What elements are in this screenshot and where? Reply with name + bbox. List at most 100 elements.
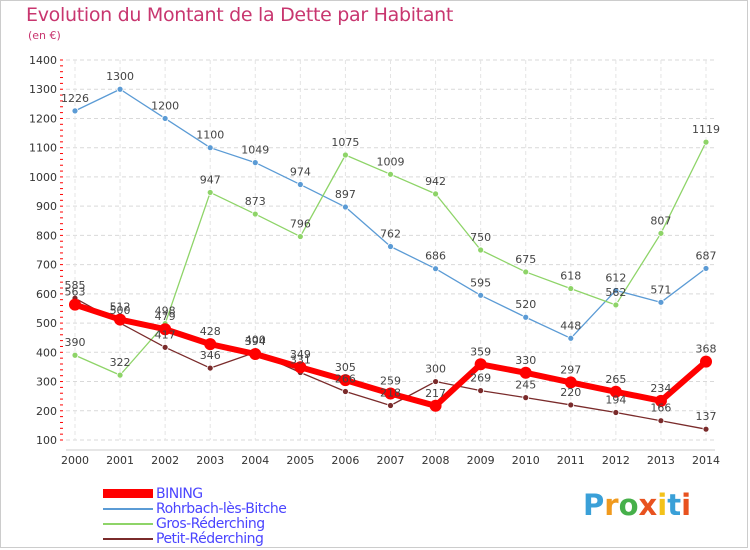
data-point bbox=[387, 402, 394, 409]
data-point bbox=[612, 301, 620, 309]
data-point bbox=[69, 298, 81, 311]
legend: BINING Rohrbach-lès-Bitche Gros-Réderching… bbox=[103, 485, 287, 547]
data-label: 265 bbox=[605, 373, 626, 386]
data-point bbox=[432, 265, 439, 273]
x-tick-label: 2003 bbox=[196, 454, 224, 467]
data-label: 394 bbox=[245, 335, 266, 348]
data-label: 266 bbox=[335, 372, 356, 385]
legend-swatch bbox=[103, 489, 153, 498]
data-point bbox=[702, 265, 710, 272]
y-tick-label: 900 bbox=[36, 200, 57, 213]
data-point bbox=[657, 229, 665, 237]
data-point bbox=[702, 425, 710, 433]
data-label: 762 bbox=[380, 227, 401, 240]
data-point bbox=[477, 246, 485, 254]
y-tick-label: 1400 bbox=[29, 54, 57, 67]
data-point bbox=[339, 374, 352, 387]
data-point bbox=[564, 376, 577, 389]
data-label: 400 bbox=[245, 333, 266, 346]
data-point bbox=[387, 170, 394, 178]
data-point bbox=[294, 361, 307, 374]
data-label: 498 bbox=[155, 305, 176, 318]
data-label: 300 bbox=[425, 363, 446, 376]
data-point bbox=[384, 387, 397, 400]
data-point bbox=[71, 107, 79, 115]
data-label: 297 bbox=[560, 363, 581, 376]
data-point bbox=[654, 394, 667, 407]
chart-title: Evolution du Montant de la Dette par Hab… bbox=[26, 4, 454, 26]
data-label: 500 bbox=[110, 304, 131, 317]
legend-swatch bbox=[103, 507, 153, 510]
data-label: 368 bbox=[696, 343, 717, 356]
x-tick-label: 2008 bbox=[422, 454, 450, 467]
data-label: 234 bbox=[650, 382, 671, 395]
data-point bbox=[567, 334, 575, 342]
data-point bbox=[432, 190, 439, 198]
data-label: 571 bbox=[650, 283, 671, 296]
data-point bbox=[296, 181, 304, 188]
data-label: 1075 bbox=[331, 136, 359, 149]
x-tick-label: 2004 bbox=[241, 454, 269, 467]
y-tick-label: 1300 bbox=[29, 83, 57, 96]
data-label: 675 bbox=[515, 253, 536, 266]
data-point bbox=[387, 243, 394, 250]
data-point bbox=[567, 401, 575, 409]
y-tick-label: 800 bbox=[36, 229, 57, 242]
data-label: 1119 bbox=[692, 123, 720, 136]
data-point bbox=[114, 313, 127, 326]
data-label: 686 bbox=[425, 250, 446, 263]
data-point bbox=[612, 409, 620, 416]
x-tick-label: 2000 bbox=[61, 454, 89, 467]
data-label: 750 bbox=[470, 231, 491, 244]
y-tick-label: 100 bbox=[36, 434, 57, 447]
data-point bbox=[700, 355, 712, 368]
legend-item: Gros-Réderching bbox=[103, 516, 286, 532]
data-point bbox=[477, 291, 485, 299]
data-label: 390 bbox=[65, 336, 86, 349]
legend-label: BINING bbox=[156, 485, 203, 502]
data-point bbox=[567, 285, 575, 292]
legend-item: BINING bbox=[103, 485, 286, 502]
data-point bbox=[206, 144, 214, 152]
data-point bbox=[204, 338, 217, 351]
legend-label: Rohrbach-lès-Bitche bbox=[156, 500, 287, 517]
data-label: 322 bbox=[110, 356, 131, 369]
y-tick-label: 600 bbox=[36, 288, 57, 301]
x-tick-label: 2007 bbox=[377, 454, 405, 467]
data-label: 417 bbox=[155, 328, 176, 341]
data-label: 194 bbox=[605, 394, 626, 407]
data-label: 305 bbox=[335, 361, 356, 374]
data-label: 807 bbox=[650, 214, 671, 227]
data-label: 562 bbox=[605, 286, 626, 299]
data-label: 687 bbox=[696, 249, 717, 262]
data-point bbox=[429, 399, 442, 412]
x-tick-label: 2005 bbox=[286, 454, 314, 467]
data-point bbox=[657, 298, 665, 306]
y-tick-label: 500 bbox=[36, 317, 57, 330]
y-tick-label: 300 bbox=[36, 376, 57, 389]
x-tick-label: 2010 bbox=[512, 454, 540, 467]
data-label: 269 bbox=[470, 372, 491, 385]
legend-item: Petit-Réderching bbox=[103, 530, 286, 547]
data-label: 448 bbox=[560, 319, 581, 332]
data-point bbox=[296, 233, 304, 240]
data-point bbox=[116, 371, 124, 379]
data-label: 595 bbox=[470, 276, 491, 289]
data-point bbox=[657, 417, 665, 425]
data-point bbox=[609, 385, 622, 398]
data-label: 331 bbox=[290, 353, 311, 366]
data-label: 349 bbox=[290, 348, 311, 361]
data-point bbox=[432, 378, 439, 385]
data-label: 220 bbox=[560, 386, 581, 399]
data-point bbox=[342, 203, 349, 211]
y-tick-label: 700 bbox=[36, 259, 57, 272]
data-label: 974 bbox=[290, 166, 311, 179]
data-point bbox=[206, 364, 214, 372]
data-point bbox=[612, 286, 620, 294]
data-label: 897 bbox=[335, 188, 356, 201]
data-point bbox=[477, 387, 485, 395]
data-label: 618 bbox=[560, 270, 581, 283]
legend-label: Petit-Réderching bbox=[156, 530, 264, 547]
